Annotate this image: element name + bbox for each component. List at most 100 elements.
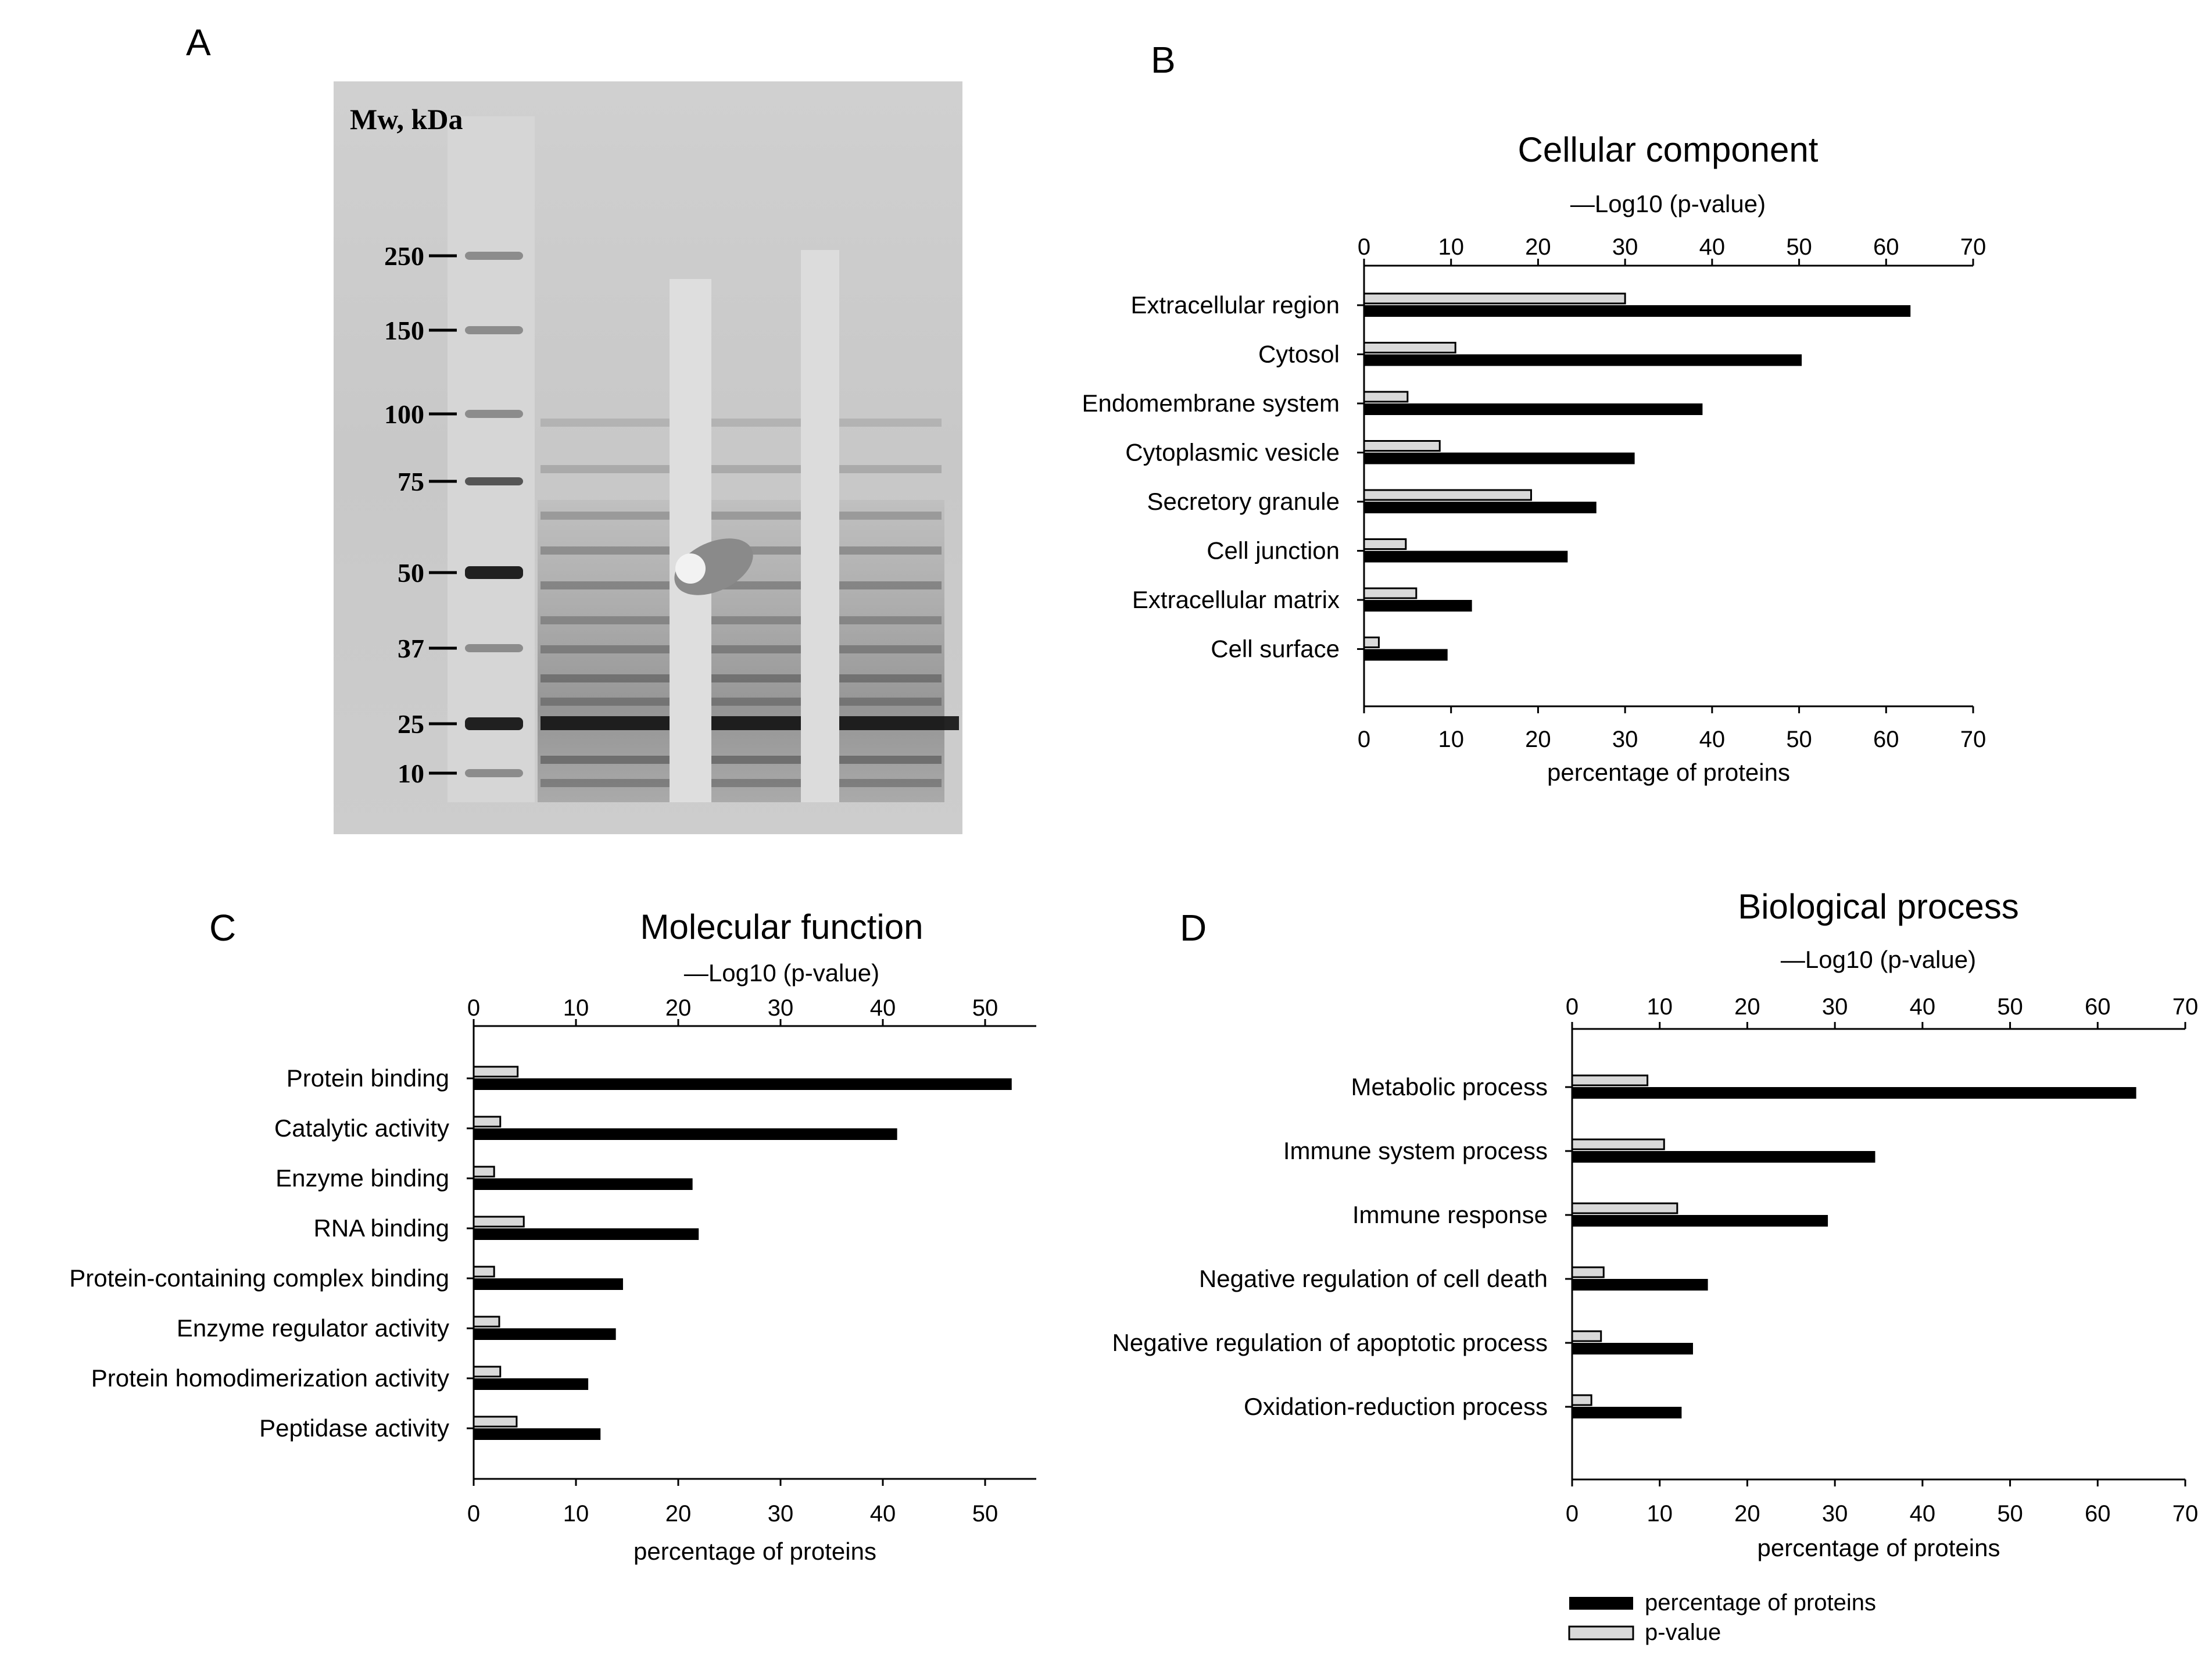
bottom-tick-label: 0 [1566,1501,1579,1527]
bottom-axis-label: percentage of proteins [1758,1534,2000,1561]
legend-swatch-percent [1569,1597,1633,1610]
bar-percent [1572,1215,1828,1227]
bar-percent [474,1128,897,1140]
top-tick-label: 20 [1525,234,1551,260]
bar-pvalue [1363,292,1626,305]
bar-pvalue [1571,1330,1602,1342]
panel-letter-b: B [1151,39,1176,81]
category-label: Negative regulation of cell death [1199,1265,1548,1292]
chart-molecular-function: Molecular function —Log10 (p-value) percen… [69,907,1036,1565]
chart-cellular-component: Cellular component —Log10 (p-value) percen… [1082,130,1986,786]
category-label: Cytosol [1258,341,1340,368]
top-tick-label: 50 [972,995,998,1021]
category-label: Protein homodimerization activity [91,1364,449,1392]
chart-title: Cellular component [1518,130,1819,169]
bar-pvalue [1363,538,1407,550]
bar-pvalue [1571,1394,1592,1406]
gel-smear-band [541,779,942,787]
gel-marker-label: 10 [398,759,424,788]
gel-marker-labels: 250 150 100 75 50 37 25 10 [384,241,457,788]
bar-pvalue [1363,440,1441,452]
category-label: Peptidase activity [259,1414,449,1442]
bottom-tick-label: 30 [1822,1501,1848,1527]
bottom-tick-label: 20 [665,1501,692,1527]
bottom-tick-label: 10 [1438,727,1464,752]
top-tick-label: 40 [1699,234,1726,260]
category-label: Endomembrane system [1082,389,1340,417]
bar-pvalue [473,1216,525,1228]
bar-pvalue [473,1366,502,1378]
bar-percent [1572,1087,2136,1099]
category-label: Enzyme binding [275,1164,449,1192]
gel-ladder-band [465,644,523,652]
top-tick-label: 70 [2172,994,2199,1020]
gel-header: Mw, kDa [350,103,463,135]
top-tick-label: 20 [665,995,692,1021]
top-axis-label: —Log10 (p-value) [1781,946,1976,973]
top-tick-label: 0 [467,995,480,1021]
gel-smear-band [541,674,942,682]
category-label: Secretory granule [1147,488,1340,515]
gel-smear-band [541,465,942,473]
bar-pvalue [473,1316,500,1328]
bar-percent [474,1078,1012,1090]
bar-percent [1364,354,1802,366]
category-label: Metabolic process [1351,1073,1548,1100]
top-tick-label: 30 [1822,994,1848,1020]
bottom-tick-label: 50 [1997,1501,2023,1527]
legend: percentage of proteins p-value [1568,1590,1876,1645]
bottom-tick-label: 40 [870,1501,896,1527]
gel-marker-label: 250 [384,241,424,271]
bar-pvalue [1571,1202,1678,1214]
bottom-tick-label: 50 [1786,727,1812,752]
gel-smear-band [541,698,942,706]
gel-ladder-band [465,769,523,777]
bottom-tick-label: 10 [1647,1501,1673,1527]
panel-letter-d: D [1180,907,1207,949]
gel-ladder-band [465,477,523,485]
category-label: Immune response [1352,1201,1548,1228]
top-tick-label: 50 [1786,234,1812,260]
bar-pvalue [1363,637,1380,648]
gel-smear-band [541,419,942,427]
gel-lane-gap-2 [801,250,839,802]
legend-swatch-pvalue [1568,1625,1634,1640]
top-tick-label: 40 [1910,994,1936,1020]
top-axis-label: —Log10 (p-value) [684,959,879,987]
category-label: Cytoplasmic vesicle [1125,439,1340,466]
top-tick-label: 10 [563,995,589,1021]
bottom-tick-label: 40 [1910,1501,1936,1527]
bottom-tick-label: 40 [1699,727,1726,752]
gel-bubble-highlight [675,553,706,584]
category-label: Catalytic activity [274,1114,449,1142]
bottom-tick-label: 50 [972,1501,998,1527]
bar-percent [1364,551,1568,563]
top-tick-label: 60 [1873,234,1899,260]
bar-pvalue [1571,1074,1649,1086]
gel-marker-label: 75 [398,467,424,496]
bar-pvalue [1363,391,1409,403]
category-label: Extracellular region [1130,291,1340,319]
bar-pvalue [1571,1138,1665,1150]
panel-letter-a: A [186,22,211,63]
category-label: Oxidation-reduction process [1244,1393,1548,1420]
bar-pvalue [1571,1266,1605,1278]
gel-marker-label: 50 [398,558,424,588]
gel-smear-band [541,756,942,764]
bar-pvalue [1363,587,1418,599]
top-tick-label: 30 [768,995,794,1021]
bar-pvalue [1363,489,1532,501]
top-tick-label: 0 [1566,994,1579,1020]
bar-pvalue [473,1116,502,1128]
top-tick-label: 0 [1358,234,1370,260]
category-label: Protein binding [287,1064,449,1092]
bar-percent [1364,403,1703,415]
category-label: Extracellular matrix [1132,586,1340,613]
category-label: Cell surface [1211,635,1340,663]
bottom-tick-label: 30 [768,1501,794,1527]
bar-percent [474,1328,616,1340]
bottom-axis-label: percentage of proteins [1547,759,1790,786]
gel-smear-band [541,645,942,653]
gel-ladder-bands [465,252,523,777]
